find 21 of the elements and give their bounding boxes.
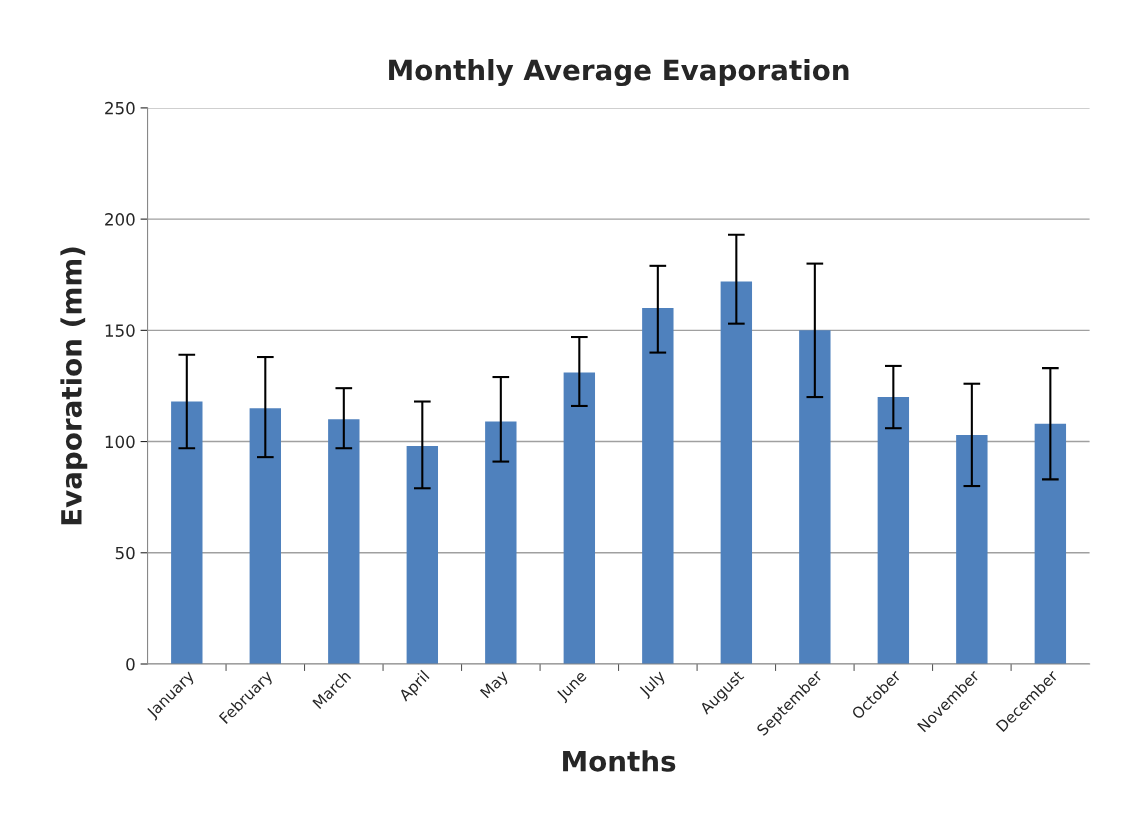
bar: [877, 397, 910, 664]
y-tick-label: 100: [105, 435, 135, 449]
y-tick-label: 200: [105, 213, 135, 226]
x-axis-title: Months: [563, 750, 676, 772]
bar: [799, 330, 831, 664]
y-tick-label: 250: [105, 101, 135, 115]
bar: [720, 281, 753, 664]
y-tick-label: 0: [126, 657, 135, 671]
bar: [1034, 423, 1067, 664]
bar: [249, 408, 282, 664]
bar: [956, 434, 988, 664]
y-tick-label: 150: [105, 324, 135, 337]
bar: [642, 308, 674, 664]
bar: [563, 372, 596, 664]
bar: [406, 446, 439, 664]
bar: [485, 421, 517, 664]
y-tick-label: 50: [115, 546, 135, 560]
bar: [328, 419, 360, 664]
chart-title: Monthly Average Evaporation: [389, 59, 849, 87]
bar: [171, 401, 203, 664]
y-axis-title: Evaporation (mm): [60, 247, 88, 525]
